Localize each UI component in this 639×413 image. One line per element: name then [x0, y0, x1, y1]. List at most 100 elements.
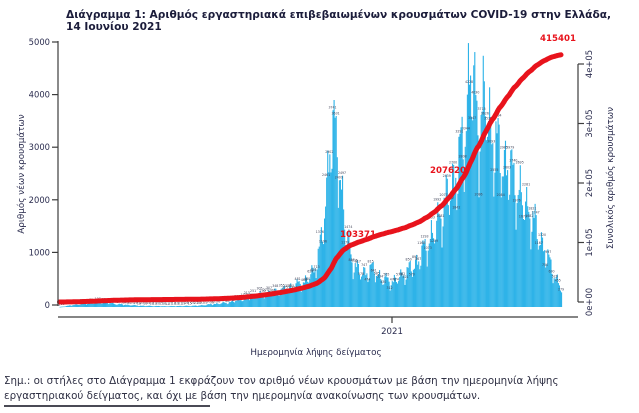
svg-text:2086: 2086 — [474, 193, 482, 197]
svg-text:36: 36 — [210, 301, 214, 305]
svg-text:18: 18 — [162, 302, 166, 306]
svg-text:630: 630 — [548, 269, 554, 273]
svg-text:348: 348 — [272, 284, 278, 288]
svg-text:526: 526 — [552, 275, 558, 279]
svg-text:2979: 2979 — [506, 146, 514, 150]
svg-text:1474: 1474 — [344, 225, 352, 229]
svg-text:1976: 1976 — [513, 199, 521, 203]
svg-text:2461: 2461 — [322, 173, 330, 177]
svg-text:2497: 2497 — [338, 171, 346, 175]
svg-text:897: 897 — [412, 255, 418, 259]
svg-text:1682: 1682 — [525, 214, 533, 218]
svg-text:582: 582 — [399, 272, 405, 276]
right-axis: 0e+00 1e+05 2e+05 3e+05 4e+05 Συνολικός αριθμ… — [577, 50, 616, 316]
svg-text:312: 312 — [387, 286, 393, 290]
svg-text:1167: 1167 — [535, 241, 543, 245]
svg-text:713: 713 — [314, 265, 320, 269]
svg-text:747: 747 — [361, 263, 367, 267]
daily-cases-bars — [59, 43, 563, 308]
svg-text:56: 56 — [216, 300, 220, 304]
right-axis-title: Συνολικός αριθμός κρουσμάτων — [605, 107, 616, 249]
milestone-label: 103371 — [340, 230, 376, 240]
svg-text:1179: 1179 — [341, 240, 349, 244]
svg-text:1821: 1821 — [528, 207, 536, 211]
svg-text:28: 28 — [197, 301, 201, 305]
svg-text:305: 305 — [256, 286, 262, 290]
svg-text:1992: 1992 — [433, 198, 441, 202]
svg-text:997: 997 — [545, 250, 551, 254]
svg-text:3536: 3536 — [484, 116, 492, 120]
svg-text:585: 585 — [374, 272, 380, 276]
svg-text:21: 21 — [178, 301, 182, 305]
svg-text:33: 33 — [130, 301, 134, 305]
svg-text:815: 815 — [368, 260, 374, 264]
left-axis: 0 1000 2000 3000 4000 5000 Αριθμός νέων κρουσμ… — [16, 37, 59, 310]
svg-text:455: 455 — [555, 279, 561, 283]
svg-text:534: 534 — [377, 274, 383, 278]
svg-text:21: 21 — [169, 301, 173, 305]
svg-text:18: 18 — [137, 301, 141, 305]
svg-text:480: 480 — [304, 277, 310, 281]
svg-text:266: 266 — [269, 288, 275, 292]
svg-text:1293: 1293 — [420, 234, 428, 238]
svg-text:26: 26 — [184, 301, 188, 305]
svg-text:3631: 3631 — [332, 111, 340, 115]
svg-text:481: 481 — [295, 277, 301, 281]
svg-text:24: 24 — [146, 301, 150, 305]
svg-text:867: 867 — [415, 257, 421, 261]
svg-text:1842: 1842 — [452, 206, 460, 210]
svg-text:835: 835 — [352, 259, 358, 263]
svg-text:2902: 2902 — [325, 150, 333, 154]
svg-text:641: 641 — [371, 269, 377, 273]
svg-text:3715: 3715 — [478, 107, 486, 111]
svg-text:1196: 1196 — [319, 240, 327, 244]
svg-text:251: 251 — [250, 289, 256, 293]
svg-text:3093: 3093 — [487, 140, 495, 144]
svg-text:19: 19 — [175, 301, 179, 305]
svg-text:1e+05: 1e+05 — [584, 228, 594, 256]
svg-text:1376: 1376 — [316, 230, 324, 234]
left-axis-title: Αριθμός νέων κρουσμάτων — [16, 114, 27, 234]
svg-text:64: 64 — [226, 299, 230, 303]
chart-title: Διάγραμμα 1: Αριθμός εργαστηριακά επιβεβ… — [66, 9, 612, 33]
svg-text:1209: 1209 — [430, 239, 438, 243]
svg-text:19: 19 — [153, 301, 157, 305]
milestone-label: 207620 — [430, 166, 466, 176]
svg-text:1673: 1673 — [519, 214, 527, 218]
svg-text:1681: 1681 — [436, 214, 444, 218]
milestone-annotations: 103371 207620 415401 — [340, 34, 576, 240]
svg-text:2000: 2000 — [29, 195, 50, 205]
svg-text:430: 430 — [380, 280, 386, 284]
svg-text:274: 274 — [263, 288, 269, 292]
svg-text:32: 32 — [203, 301, 207, 305]
svg-text:5000: 5000 — [29, 37, 50, 47]
svg-text:57: 57 — [213, 299, 217, 303]
svg-text:16: 16 — [143, 302, 147, 306]
svg-text:18: 18 — [172, 302, 176, 306]
svg-text:817: 817 — [355, 259, 361, 263]
svg-text:464: 464 — [301, 278, 307, 282]
milestone-label: 415401 — [540, 34, 576, 44]
svg-text:1073: 1073 — [424, 246, 432, 250]
svg-text:1320: 1320 — [538, 233, 546, 237]
svg-text:2555: 2555 — [490, 168, 498, 172]
svg-text:2281: 2281 — [522, 182, 530, 186]
svg-text:32: 32 — [121, 301, 125, 305]
svg-text:325: 325 — [282, 285, 288, 289]
svg-text:4e+05: 4e+05 — [584, 50, 594, 78]
svg-text:2077: 2077 — [440, 193, 448, 197]
svg-text:4228: 4228 — [465, 80, 473, 84]
svg-text:3741: 3741 — [328, 106, 336, 110]
svg-text:3547: 3547 — [468, 116, 476, 120]
svg-text:4000: 4000 — [29, 90, 50, 100]
svg-text:25: 25 — [191, 301, 195, 305]
svg-text:3291: 3291 — [455, 129, 463, 133]
svg-text:19: 19 — [181, 301, 185, 305]
svg-text:474: 474 — [364, 278, 370, 282]
svg-text:1000: 1000 — [29, 247, 50, 257]
svg-text:2e+05: 2e+05 — [584, 169, 594, 197]
svg-text:4030: 4030 — [471, 90, 479, 94]
svg-text:1747: 1747 — [532, 211, 540, 215]
